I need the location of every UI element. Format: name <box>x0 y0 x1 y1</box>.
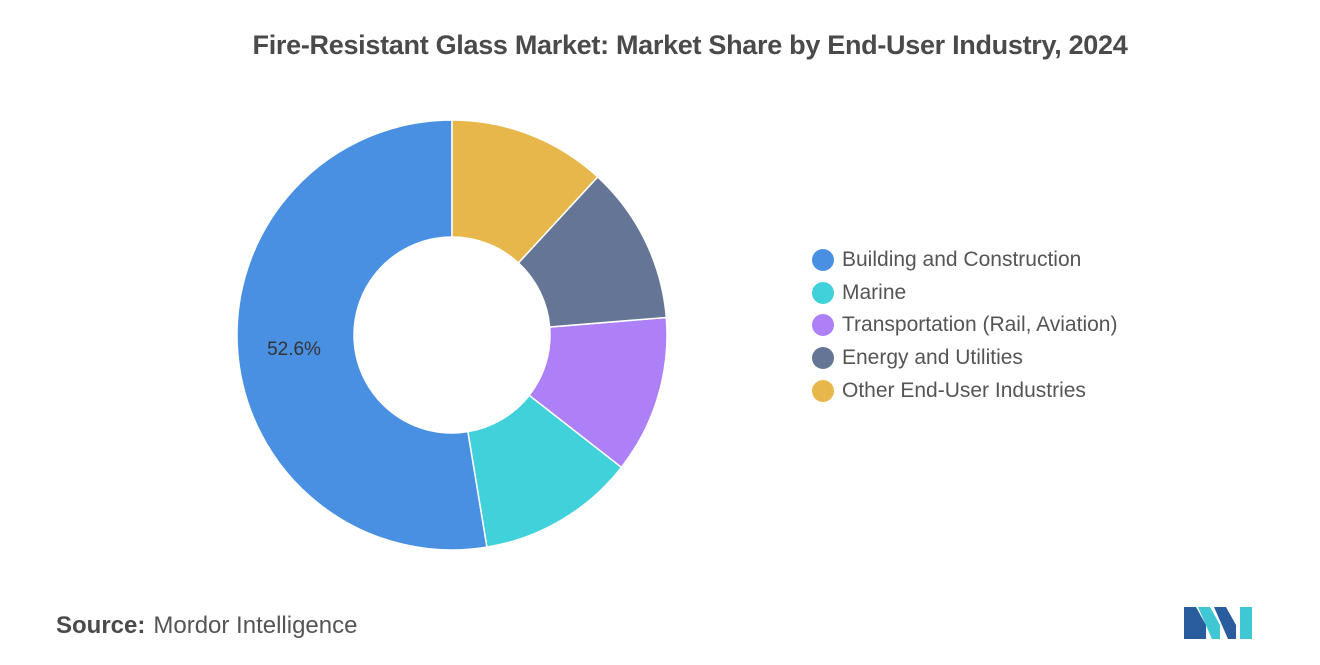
chart-legend: Building and Construction Marine Transport… <box>812 244 1117 407</box>
slice-marine <box>467 394 623 548</box>
mordor-intelligence-logo-icon <box>1184 607 1252 639</box>
legend-item: Building and Construction <box>812 244 1117 277</box>
legend-label: Building and Construction <box>842 248 1082 272</box>
donut-slices <box>236 119 668 551</box>
legend-item: Marine <box>812 277 1117 310</box>
slice-other-end-user-industries <box>451 119 599 264</box>
legend-label: Other End-User Industries <box>842 378 1086 402</box>
legend-item: Other End-User Industries <box>812 374 1117 407</box>
legend-swatch <box>812 249 834 272</box>
legend-swatch <box>812 281 834 304</box>
source-note: Source: Mordor Intelligence <box>56 612 357 640</box>
legend-label: Marine <box>842 280 907 304</box>
legend-label: Transportation (Rail, Aviation) <box>842 313 1118 337</box>
legend-swatch <box>812 347 834 370</box>
legend-item: Energy and Utilities <box>812 342 1117 375</box>
legend-swatch <box>812 379 834 402</box>
legend-label: Energy and Utilities <box>842 346 1023 370</box>
source-label: Source: <box>56 612 146 639</box>
slice-energy-and-utilities <box>517 175 668 328</box>
chart-title: Fire-Resistant Glass Market: Market Shar… <box>252 30 1128 60</box>
source-value: Mordor Intelligence <box>153 612 358 639</box>
slice-building-and-construction <box>236 119 488 551</box>
slice-transportation-rail-aviation <box>528 316 668 469</box>
data-labels: 52.6% <box>267 339 321 360</box>
data-label: 52.6% <box>267 339 321 360</box>
legend-item: Transportation (Rail, Aviation) <box>812 309 1117 342</box>
legend-swatch <box>812 314 834 337</box>
